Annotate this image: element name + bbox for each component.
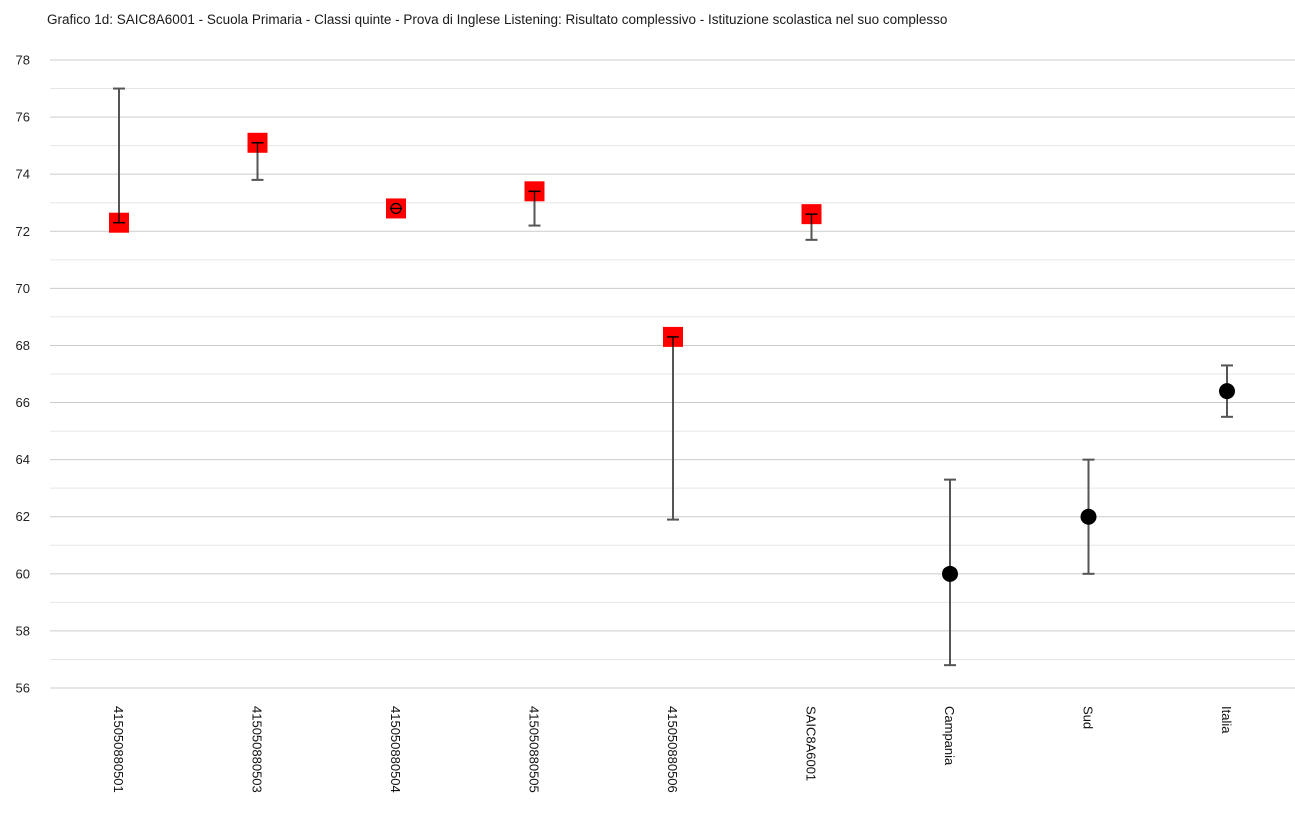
- y-axis-ticks: 56 58 60 62 64 66 68 70 72 74 76 78: [16, 53, 30, 696]
- y-tick-label: 66: [16, 395, 30, 410]
- y-tick-label: 70: [16, 281, 30, 296]
- x-category-label: 415050880505: [527, 706, 542, 793]
- data-markers: [109, 132, 1235, 582]
- y-tick-label: 62: [16, 509, 30, 524]
- x-category-label: 415050880501: [111, 706, 126, 793]
- chart-title: Grafico 1d: SAIC8A6001 - Scuola Primaria…: [47, 12, 948, 27]
- x-category-label: Campania: [942, 706, 957, 766]
- y-tick-label: 76: [16, 110, 30, 125]
- y-tick-label: 64: [16, 452, 30, 467]
- x-category-label: Sud: [1081, 706, 1096, 729]
- y-tick-label: 74: [16, 167, 30, 182]
- x-category-label: 415050880504: [388, 706, 403, 793]
- x-category-label: 415050880506: [665, 706, 680, 793]
- y-tick-label: 72: [16, 224, 30, 239]
- x-category-label: 415050880503: [250, 706, 265, 793]
- error-bars: [113, 87, 1233, 667]
- x-category-label: Italia: [1219, 706, 1234, 734]
- y-tick-label: 78: [16, 53, 30, 68]
- y-tick-label: 56: [16, 681, 30, 696]
- data-point-circle: [1080, 508, 1097, 525]
- data-point-circle: [1219, 383, 1235, 400]
- x-category-label: SAIC8A6001: [804, 706, 819, 781]
- y-tick-label: 60: [16, 566, 30, 581]
- y-tick-label: 58: [16, 623, 30, 638]
- x-axis-category-labels: 415050880501 415050880503 415050880504 4150…: [111, 706, 1234, 793]
- data-point-circle: [942, 565, 958, 582]
- y-tick-label: 68: [16, 338, 30, 353]
